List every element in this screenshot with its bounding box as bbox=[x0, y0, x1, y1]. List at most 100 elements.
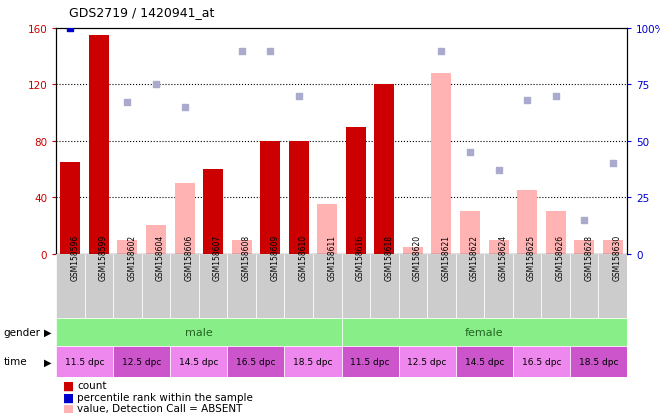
Text: 11.5 dpc: 11.5 dpc bbox=[65, 357, 104, 366]
Text: 12.5 dpc: 12.5 dpc bbox=[407, 357, 447, 366]
Point bbox=[294, 93, 304, 100]
Bar bbox=[146, 226, 166, 254]
Bar bbox=[370, 254, 399, 318]
Bar bbox=[170, 254, 199, 318]
Bar bbox=[199, 254, 227, 318]
Text: 11.5 dpc: 11.5 dpc bbox=[350, 357, 390, 366]
Text: ■: ■ bbox=[63, 402, 74, 413]
Point bbox=[579, 217, 589, 223]
Bar bbox=[513, 254, 541, 318]
Bar bbox=[455, 346, 513, 377]
Bar bbox=[427, 254, 455, 318]
Text: percentile rank within the sample: percentile rank within the sample bbox=[77, 392, 253, 402]
Text: GSM158611: GSM158611 bbox=[327, 234, 337, 280]
Text: GSM158625: GSM158625 bbox=[527, 234, 536, 280]
Text: value, Detection Call = ABSENT: value, Detection Call = ABSENT bbox=[77, 404, 243, 413]
Text: GSM158616: GSM158616 bbox=[356, 234, 365, 280]
Text: GSM158599: GSM158599 bbox=[99, 234, 108, 280]
Bar bbox=[203, 170, 223, 254]
Bar bbox=[399, 254, 427, 318]
Bar bbox=[403, 247, 423, 254]
Bar bbox=[260, 141, 280, 254]
Point bbox=[65, 26, 76, 32]
Text: GSM158624: GSM158624 bbox=[498, 234, 508, 280]
Point bbox=[122, 100, 133, 107]
Text: 12.5 dpc: 12.5 dpc bbox=[122, 357, 162, 366]
Bar bbox=[227, 254, 256, 318]
Point bbox=[236, 48, 247, 55]
Text: GDS2719 / 1420941_at: GDS2719 / 1420941_at bbox=[69, 6, 214, 19]
Bar bbox=[541, 254, 570, 318]
Bar bbox=[56, 254, 84, 318]
Bar bbox=[56, 318, 342, 346]
Bar bbox=[56, 346, 114, 377]
Bar bbox=[570, 254, 599, 318]
Text: 14.5 dpc: 14.5 dpc bbox=[179, 357, 218, 366]
Bar bbox=[484, 254, 513, 318]
Bar bbox=[570, 346, 627, 377]
Text: 18.5 dpc: 18.5 dpc bbox=[579, 357, 618, 366]
Text: GSM158602: GSM158602 bbox=[127, 234, 137, 280]
Bar bbox=[374, 85, 395, 254]
Text: GSM158604: GSM158604 bbox=[156, 234, 165, 280]
Bar bbox=[455, 254, 484, 318]
Bar bbox=[513, 346, 570, 377]
Bar bbox=[288, 141, 309, 254]
Text: GSM158618: GSM158618 bbox=[384, 234, 393, 280]
Bar bbox=[84, 254, 114, 318]
Bar bbox=[170, 346, 227, 377]
Text: ■: ■ bbox=[63, 390, 74, 404]
Text: 14.5 dpc: 14.5 dpc bbox=[465, 357, 504, 366]
Bar bbox=[460, 212, 480, 254]
Text: GSM158630: GSM158630 bbox=[612, 234, 622, 280]
Bar bbox=[346, 127, 366, 254]
Bar bbox=[89, 36, 109, 254]
Point bbox=[150, 82, 161, 88]
Bar bbox=[60, 163, 81, 254]
Text: GSM158628: GSM158628 bbox=[584, 234, 593, 280]
Text: GSM158610: GSM158610 bbox=[299, 234, 308, 280]
Bar bbox=[284, 254, 313, 318]
Point bbox=[607, 161, 618, 167]
Text: male: male bbox=[185, 327, 213, 337]
Bar bbox=[432, 74, 451, 254]
Bar bbox=[284, 346, 342, 377]
Text: GSM158620: GSM158620 bbox=[413, 234, 422, 280]
Bar bbox=[317, 205, 337, 254]
Bar bbox=[114, 346, 170, 377]
Text: count: count bbox=[77, 380, 107, 390]
Point bbox=[522, 97, 533, 104]
Bar bbox=[488, 240, 509, 254]
Bar bbox=[342, 318, 627, 346]
Bar bbox=[517, 191, 537, 254]
Text: ▶: ▶ bbox=[44, 356, 51, 367]
Text: GSM158626: GSM158626 bbox=[556, 234, 565, 280]
Text: 16.5 dpc: 16.5 dpc bbox=[236, 357, 276, 366]
Point bbox=[265, 48, 275, 55]
Bar bbox=[227, 346, 284, 377]
Text: gender: gender bbox=[3, 327, 40, 337]
Point bbox=[436, 48, 447, 55]
Text: GSM158609: GSM158609 bbox=[270, 234, 279, 280]
Point bbox=[550, 93, 561, 100]
Bar bbox=[574, 240, 594, 254]
Bar bbox=[342, 254, 370, 318]
Point bbox=[180, 104, 190, 111]
Text: GSM158607: GSM158607 bbox=[213, 234, 222, 280]
Text: female: female bbox=[465, 327, 504, 337]
Point bbox=[493, 167, 504, 174]
Text: ▶: ▶ bbox=[44, 327, 51, 337]
Bar bbox=[114, 254, 142, 318]
Bar bbox=[174, 184, 195, 254]
Bar bbox=[232, 240, 251, 254]
Bar bbox=[313, 254, 342, 318]
Bar bbox=[256, 254, 284, 318]
Text: GSM158622: GSM158622 bbox=[470, 234, 479, 280]
Text: GSM158596: GSM158596 bbox=[71, 234, 79, 280]
Text: GSM158621: GSM158621 bbox=[442, 234, 451, 280]
Text: ■: ■ bbox=[63, 379, 74, 392]
Text: 18.5 dpc: 18.5 dpc bbox=[293, 357, 333, 366]
Bar bbox=[142, 254, 170, 318]
Bar bbox=[117, 240, 137, 254]
Bar bbox=[599, 254, 627, 318]
